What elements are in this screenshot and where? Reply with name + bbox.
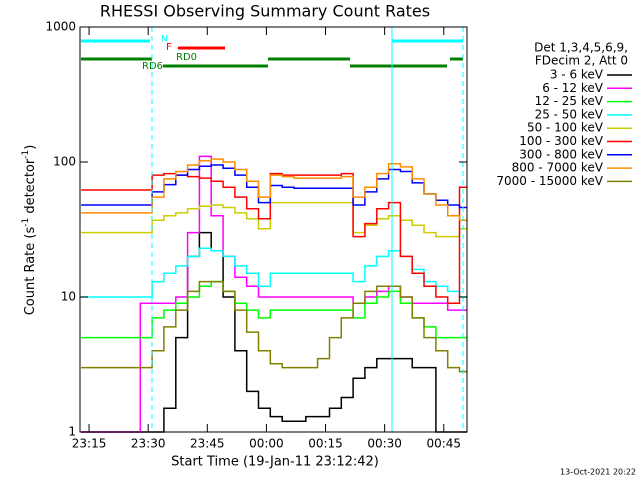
x-tick-label: 00:45 [426,437,461,451]
x-tick-label: 00:15 [308,437,343,451]
y-tick-label: 10 [61,290,76,304]
legend-header: Det 1,3,4,5,6,9, [534,41,628,55]
series-line [81,280,467,339]
legend-label: 25 - 50 keV [535,107,604,121]
x-tick-label: 23:45 [190,437,225,451]
flag-label: F [166,42,172,53]
x-tick-label: 23:30 [131,437,166,451]
legend-header: FDecim 2, Att 0 [535,54,628,68]
legend-label: 12 - 25 keV [535,94,604,108]
series-line [81,231,467,433]
flag-label: N [161,35,168,45]
legend-label: 800 - 7000 keV [512,161,604,175]
legend-label: 3 - 6 keV [550,68,604,82]
legend-label: 50 - 100 keV [527,121,604,135]
series-line [81,158,467,222]
flag-label: RD0 [176,52,197,63]
plot-area [81,155,467,433]
legend-label: 7000 - 15000 keV [496,174,603,188]
y-tick-label: 1 [68,425,76,439]
flags: N F RD0 RD6 [81,35,463,72]
flag-label: RD6 [142,61,163,72]
x-tick-label: 00:00 [249,437,284,451]
series-line [81,280,467,373]
plot-frame [79,26,468,433]
y-label-sup: -1 [21,150,31,159]
x-tick-label: 00:30 [367,437,402,451]
y-label-part: Count Rate (s [23,227,38,316]
series-line [81,172,467,304]
y-label-part: ) [23,145,38,150]
legend-label: 300 - 800 keV [519,147,603,161]
footer: 13-Oct-2021 20:22 [560,468,636,477]
x-axis-label: Start Time (19-Jan-11 23:12:42) [171,455,379,470]
y-label-sup: -1 [21,218,31,227]
y-label-part: detector [23,158,38,218]
legend-label: 100 - 300 keV [519,134,603,148]
y-axis-label: Count Rate (s-1 detector-1) [21,145,38,316]
legend-label: 6 - 12 keV [542,81,604,95]
y-tick-label: 1000 [45,20,76,34]
chart-title: RHESSI Observing Summary Count Rates [100,2,430,21]
y-tick-label: 100 [53,155,76,169]
x-tick-label: 23:15 [72,437,107,451]
